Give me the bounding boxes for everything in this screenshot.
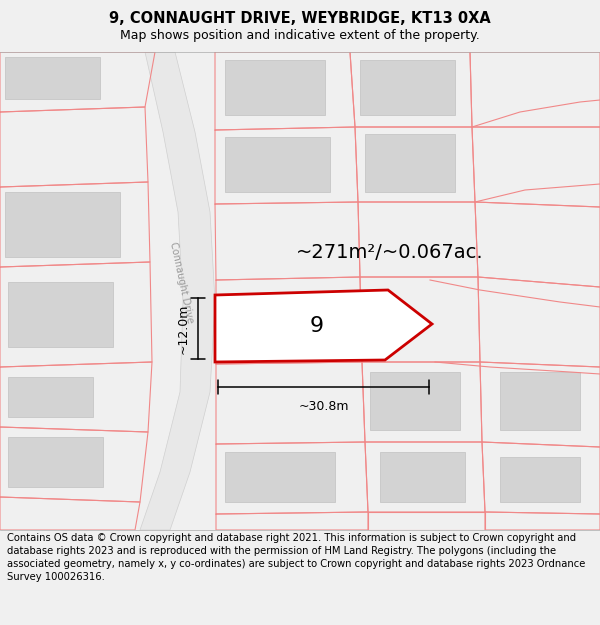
Polygon shape xyxy=(500,457,580,502)
Polygon shape xyxy=(500,372,580,430)
Polygon shape xyxy=(5,57,100,99)
Polygon shape xyxy=(8,377,93,417)
Text: Connaught Drive: Connaught Drive xyxy=(169,241,196,324)
Polygon shape xyxy=(5,192,120,257)
Text: ~271m²/~0.067ac.: ~271m²/~0.067ac. xyxy=(296,242,484,261)
Polygon shape xyxy=(215,290,432,362)
Polygon shape xyxy=(225,60,325,115)
Polygon shape xyxy=(225,452,335,502)
Text: Contains OS data © Crown copyright and database right 2021. This information is : Contains OS data © Crown copyright and d… xyxy=(7,533,586,582)
Text: ~30.8m: ~30.8m xyxy=(298,400,349,413)
Text: Map shows position and indicative extent of the property.: Map shows position and indicative extent… xyxy=(120,29,480,42)
Text: ~12.0m: ~12.0m xyxy=(177,303,190,354)
Polygon shape xyxy=(225,137,330,192)
Text: 9, CONNAUGHT DRIVE, WEYBRIDGE, KT13 0XA: 9, CONNAUGHT DRIVE, WEYBRIDGE, KT13 0XA xyxy=(109,11,491,26)
Polygon shape xyxy=(380,452,465,502)
Polygon shape xyxy=(360,60,455,115)
Polygon shape xyxy=(370,372,460,430)
Polygon shape xyxy=(8,282,113,347)
Polygon shape xyxy=(8,437,103,487)
Text: 9: 9 xyxy=(310,316,324,336)
Polygon shape xyxy=(140,52,215,530)
Polygon shape xyxy=(365,134,455,192)
